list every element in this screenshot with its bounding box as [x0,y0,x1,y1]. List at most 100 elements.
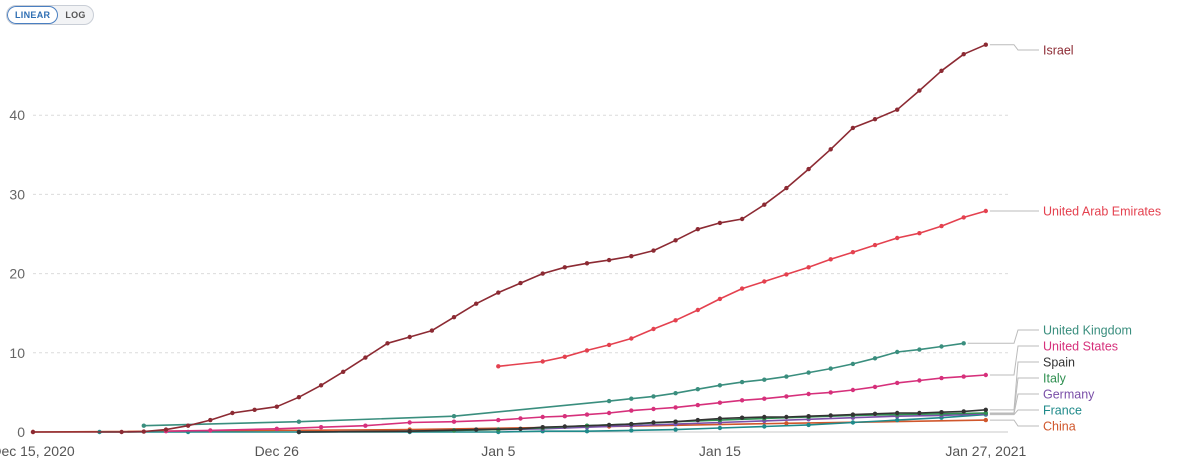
y-tick-label: 20 [9,266,25,282]
data-point [629,428,634,433]
data-point [651,394,656,399]
data-point [296,419,302,424]
data-point [939,68,944,74]
data-point [739,286,745,291]
label-connector [989,345,1039,376]
series-labels: Israel United Arab Emirates United Kingdom… [967,44,1161,434]
data-point [961,52,966,57]
data-point [30,429,36,435]
data-point [629,408,634,413]
data-point [606,398,612,404]
scale-toggle: LINEAR LOG [6,5,94,25]
data-point [717,400,723,405]
data-point [673,427,678,432]
data-point [806,166,811,172]
data-point [850,387,856,393]
linear-scale-button[interactable]: LINEAR [7,6,59,24]
series-line-china [32,419,986,433]
y-tick-label: 10 [9,345,25,361]
data-point [274,404,279,409]
data-point [584,261,590,266]
data-point [296,429,302,435]
data-point [695,402,700,408]
data-point [540,414,545,420]
data-point [540,271,545,276]
data-point [739,415,745,420]
data-point [806,391,811,397]
data-point [895,380,900,386]
data-point [673,405,678,410]
data-point [141,429,146,434]
data-point [784,421,789,426]
data-point [762,396,767,401]
data-point [806,414,811,419]
data-point [895,417,900,423]
data-point [208,428,213,433]
data-point [407,334,412,340]
data-point [141,423,146,428]
data-point [895,349,900,355]
data-point [784,374,789,379]
data-point [872,411,878,416]
label-connector [989,419,1039,427]
data-point [695,227,700,232]
series-line-united-states [165,374,986,432]
data-point [872,117,878,122]
series-line-israel [33,43,987,433]
data-point [762,202,767,207]
data-point [451,414,457,419]
data-point [673,419,678,424]
series-label: France [1043,404,1082,418]
data-point [850,420,856,425]
data-point [695,417,700,423]
x-axis: 0 10 20 30 40 Dec 15, 2020 Dec 26 Jan 5 Jan 15 Ja… [0,107,1027,459]
data-point [606,410,612,416]
data-point [318,383,324,388]
data-point [828,257,833,262]
data-point [784,185,789,191]
data-point [828,390,833,395]
data-point [939,223,944,229]
data-point [806,370,811,375]
series-layer [30,42,988,435]
data-point [451,315,457,320]
series-label: United Arab Emirates [1043,205,1161,219]
data-point [651,420,656,425]
data-point [983,407,988,412]
data-point [872,356,878,361]
data-point [739,398,745,403]
series-label: Germany [1043,388,1095,402]
label-connector [989,44,1039,51]
data-point [363,355,368,360]
data-point [651,248,656,253]
data-point [961,341,966,346]
data-point [850,125,856,131]
log-scale-button[interactable]: LOG [65,10,86,20]
series-line-spain [298,409,986,433]
data-point [784,272,789,277]
data-point [518,280,523,286]
data-point [230,410,235,416]
data-point [363,423,368,428]
data-point [717,296,723,302]
data-point [872,384,878,390]
data-point [562,354,567,359]
data-point [451,419,457,424]
data-point [983,372,988,378]
x-tick-label: Jan 15 [699,443,741,459]
data-point [474,301,479,306]
data-point [673,391,678,396]
y-tick-label: 30 [9,186,25,202]
label-connector [989,409,1039,416]
data-point [762,279,767,284]
data-point [983,42,988,47]
data-point [584,429,590,434]
data-point [961,374,966,379]
data-point [562,265,567,270]
x-tick-label: Dec 15, 2020 [0,443,75,459]
data-point [717,425,723,431]
data-point [496,290,501,295]
data-point [185,423,191,428]
data-point [606,422,612,428]
series-line-united-arab-emirates [498,210,987,368]
